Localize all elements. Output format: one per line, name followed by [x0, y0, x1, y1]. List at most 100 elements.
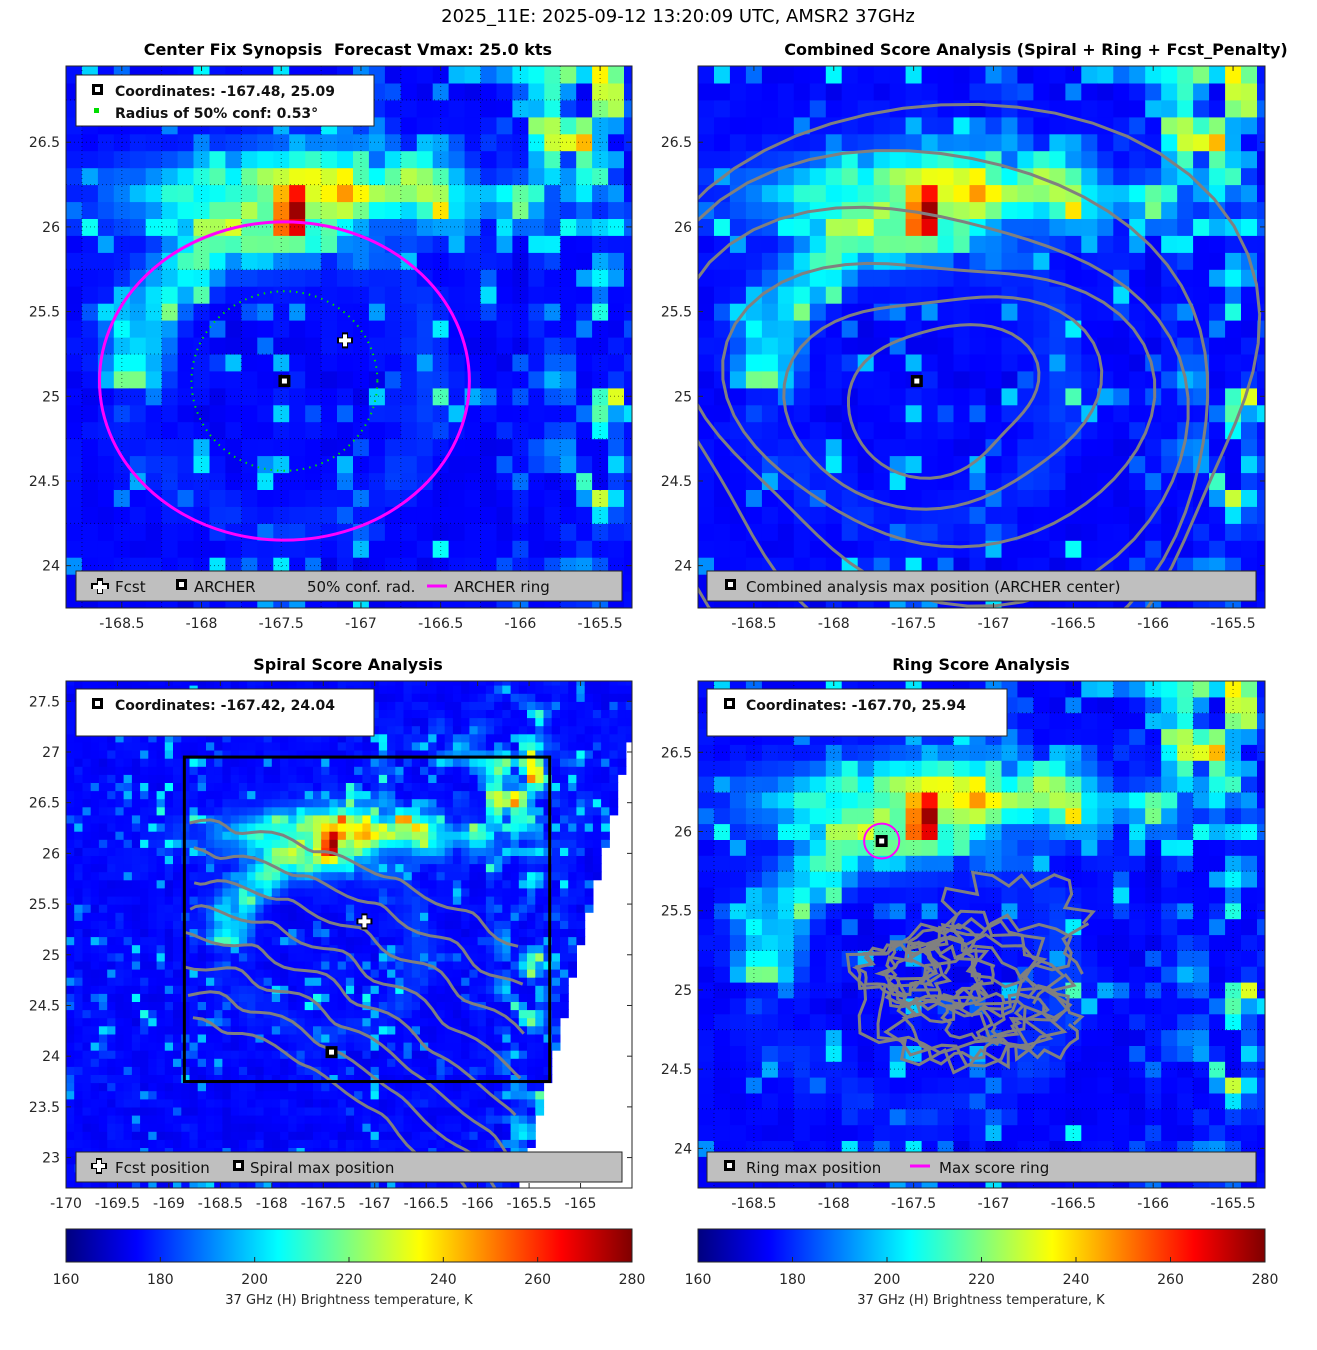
heat-cell: [238, 1025, 248, 1035]
heat-cell: [145, 150, 163, 169]
heat-cell: [82, 977, 92, 986]
heat-cell: [305, 320, 322, 338]
heat-cell: [384, 421, 402, 440]
heat-cell: [148, 681, 158, 686]
heat-cell: [193, 472, 210, 490]
heat-cell: [745, 353, 763, 372]
heat-cell: [123, 896, 133, 905]
heat-cell: [156, 750, 166, 759]
heat-cell: [131, 1042, 141, 1051]
heat-cell: [289, 252, 306, 270]
heat-cell: [608, 269, 625, 287]
heat-cell: [164, 896, 174, 905]
heat-cell: [304, 1106, 314, 1116]
heat-cell: [353, 387, 370, 406]
heat-cell: [953, 320, 971, 338]
heat-cell: [255, 1123, 265, 1132]
heat-cell: [345, 1082, 355, 1092]
heat-cell: [115, 871, 125, 881]
heat-cell: [496, 438, 513, 457]
heat-cell: [729, 438, 747, 457]
heat-cell: [544, 455, 561, 474]
heat-cell: [238, 814, 248, 824]
heat-cell: [809, 472, 827, 490]
heat-cell: [238, 782, 248, 792]
heat-cell: [1049, 421, 1066, 440]
heat-cell: [873, 438, 891, 457]
heat-cell: [173, 887, 182, 897]
heat-cell: [729, 252, 747, 270]
heat-cell: [321, 1123, 330, 1132]
heat-cell: [345, 831, 355, 840]
heat-cell: [448, 201, 466, 219]
heat-cell: [921, 269, 939, 287]
heat-cell: [387, 1123, 396, 1132]
heat-cell: [825, 133, 843, 152]
heat-cell: [384, 66, 402, 84]
heat-cell: [123, 993, 133, 1002]
heat-cell: [1097, 269, 1114, 287]
heat-cell: [209, 489, 226, 507]
heat-cell: [354, 1009, 363, 1019]
heat-cell: [729, 218, 747, 236]
heat-cell: [387, 1042, 396, 1051]
heat-cell: [247, 879, 256, 889]
heat-cell: [432, 506, 450, 524]
heat-cell: [321, 798, 330, 808]
heat-cell: [164, 790, 174, 800]
heat-cell: [329, 839, 339, 848]
heat-cell: [140, 774, 149, 783]
heat-cell: [624, 150, 632, 169]
heat-cell: [400, 421, 418, 440]
heat-cell: [321, 936, 330, 946]
heat-cell: [181, 1139, 191, 1148]
heat-cell: [82, 960, 92, 970]
heat-cell: [329, 904, 339, 913]
heat-cell: [1209, 150, 1226, 169]
heat-cell: [107, 879, 116, 889]
heat-cell: [123, 952, 133, 962]
heat-cell: [921, 150, 939, 169]
heat-cell: [289, 370, 306, 389]
heat-cell: [115, 831, 125, 840]
heat-cell: [66, 831, 75, 840]
heat-cell: [131, 758, 141, 767]
heat-cell: [576, 370, 593, 389]
heat-cell: [263, 750, 273, 759]
heat-cell: [841, 438, 859, 457]
heat-cell: [164, 985, 174, 994]
heat-cell: [145, 506, 163, 524]
heat-cell: [271, 831, 281, 840]
heat-cell: [368, 286, 386, 304]
heat-cell: [189, 1074, 199, 1084]
heat-cell: [296, 798, 306, 808]
heat-cell: [98, 993, 108, 1002]
heat-cell: [304, 741, 314, 751]
heat-cell: [280, 806, 289, 816]
heat-cell: [544, 252, 561, 270]
heat-cell: [123, 871, 133, 881]
heat-cell: [345, 944, 355, 954]
heat-cell: [873, 506, 891, 524]
heat-cell: [1081, 201, 1098, 219]
heat-cell: [400, 269, 418, 287]
heat-cell: [164, 1115, 174, 1124]
heat-cell: [1113, 337, 1130, 355]
heat-cell: [255, 904, 265, 913]
heat-cell: [560, 99, 577, 118]
heat-cell: [576, 489, 593, 507]
heat-cell: [296, 928, 306, 938]
heat-cell: [173, 944, 182, 954]
heat-cell: [98, 1090, 108, 1100]
heat-cell: [98, 952, 108, 962]
heat-cell: [777, 286, 795, 304]
heat-cell: [809, 99, 827, 118]
heat-cell: [74, 774, 83, 783]
heat-cell: [123, 1098, 133, 1108]
heat-cell: [289, 320, 306, 338]
heat-cell: [148, 766, 158, 775]
heat-cell: [66, 1017, 75, 1027]
heat-cell: [209, 184, 226, 203]
heat-cell: [337, 235, 354, 253]
heat-cell: [1033, 303, 1050, 321]
